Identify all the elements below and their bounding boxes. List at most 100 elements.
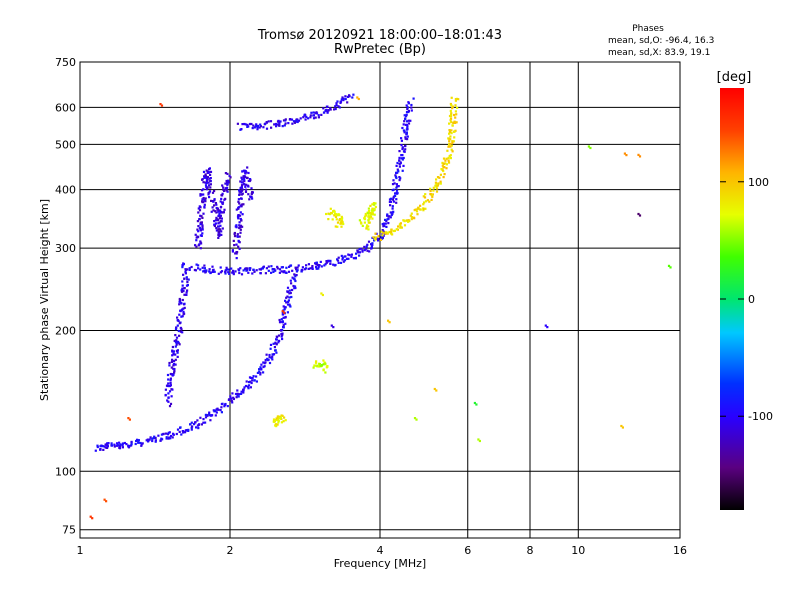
scatter-point (407, 101, 410, 104)
scatter-point (238, 214, 242, 217)
scatter-point (361, 224, 364, 227)
scatter-point (246, 267, 249, 270)
scatter-point (242, 388, 245, 391)
scatter-point (229, 397, 233, 400)
scatter-point (410, 109, 413, 112)
scatter-point (418, 208, 422, 211)
scatter-point (199, 193, 202, 196)
scatter-point (288, 118, 291, 121)
scatter-point (399, 177, 402, 180)
phase-info-x: mean, sd,X: 83.9, 19.1 (608, 48, 710, 58)
scatter-point (363, 221, 366, 224)
scatter-point (287, 300, 290, 303)
scatter-point (119, 443, 122, 446)
scatter-point (110, 444, 114, 447)
scatter-point (184, 429, 187, 432)
scatter-point (311, 266, 314, 269)
scatter-point (448, 130, 452, 133)
scatter-point (185, 291, 188, 294)
scatter-point (205, 182, 208, 185)
scatter-point (370, 243, 373, 246)
scatter-point (113, 443, 116, 446)
y-tick-label: 400 (55, 184, 76, 197)
scatter-point (273, 420, 276, 423)
scatter-point (389, 204, 392, 207)
scatter-point (285, 266, 288, 269)
scatter-point (374, 202, 377, 205)
scatter-point (229, 395, 232, 398)
scatter-point (451, 141, 454, 144)
scatter-point (431, 195, 434, 198)
scatter-point (119, 445, 122, 448)
scatter-point (307, 267, 310, 270)
scatter-point (620, 424, 623, 428)
scatter-point (319, 365, 322, 368)
scatter-point (211, 265, 214, 268)
scatter-point (243, 183, 246, 186)
scatter-point (270, 265, 273, 268)
scatter-point (181, 315, 184, 318)
scatter-point (267, 265, 270, 268)
scatter-point (294, 266, 297, 269)
scatter-point (225, 181, 229, 184)
scatter-point (320, 292, 323, 295)
scatter-point (188, 267, 191, 270)
scatter-point (172, 350, 175, 353)
scatter-point (377, 235, 380, 238)
scatter-point (435, 186, 438, 189)
scatter-point (265, 127, 269, 130)
scatter-point (103, 498, 106, 501)
scatter-point (204, 173, 207, 176)
scatter-point (258, 268, 261, 271)
scatter-point (169, 384, 172, 387)
scatter-point (250, 187, 253, 190)
scatter-point (241, 170, 244, 173)
scatter-point (391, 207, 394, 210)
scatter-point (168, 364, 171, 367)
scatter-point (220, 233, 223, 236)
scatter-point (255, 269, 258, 272)
scatter-point (621, 426, 624, 429)
scatter-point (194, 244, 197, 247)
scatter-point (281, 320, 284, 323)
scatter-point (154, 440, 157, 443)
scatter-point (432, 189, 435, 192)
scatter-point (178, 322, 181, 325)
scatter-point (216, 218, 219, 221)
scatter-point (250, 195, 253, 198)
scatter-point (392, 196, 395, 199)
scatter-point (394, 194, 397, 197)
scatter-point (231, 250, 234, 253)
scatter-point (291, 122, 294, 125)
scatter-point (214, 414, 217, 417)
phase-info-heading: Phases (632, 24, 664, 34)
scatter-point (213, 270, 216, 273)
scatter-point (248, 198, 251, 201)
scatter-point (246, 166, 249, 169)
scatter-point (320, 113, 323, 116)
scatter-point (193, 423, 196, 426)
scatter-point (248, 267, 251, 270)
scatter-point (220, 217, 223, 220)
scatter-point (194, 233, 197, 236)
scatter-point (164, 388, 167, 391)
scatter-point (387, 231, 390, 234)
scatter-point (424, 193, 427, 196)
scatter-point (239, 267, 242, 270)
scatter-point (224, 272, 227, 275)
scatter-point (405, 104, 408, 107)
scatter-point (352, 93, 355, 96)
scatter-point (249, 380, 252, 383)
scatter-point (268, 355, 271, 359)
scatter-point (358, 254, 361, 257)
scatter-point (422, 209, 425, 212)
scatter-point (231, 249, 234, 252)
scatter-point (372, 236, 375, 239)
scatter-point (336, 225, 339, 228)
scatter-point (398, 179, 401, 182)
scatter-point (223, 405, 226, 408)
scatter-point (364, 212, 367, 216)
scatter-point (286, 295, 289, 298)
colorbar-tick-label: 100 (748, 176, 769, 189)
scatter-point (217, 233, 220, 237)
